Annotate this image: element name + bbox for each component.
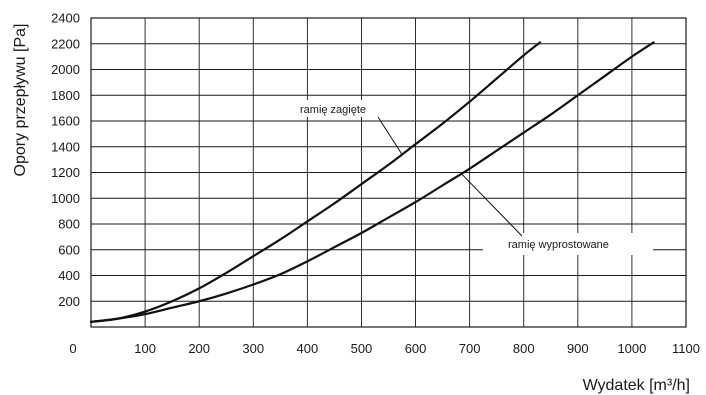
x-tick-label: 200 — [188, 341, 210, 356]
plot-frame — [90, 17, 687, 328]
series-label-ramie-zagiete: ramię zagięte — [300, 104, 366, 116]
series-line-ramie-wyprostowane — [89, 41, 655, 323]
y-tick-label: 600 — [58, 242, 80, 257]
x-tick-label: 900 — [567, 341, 589, 356]
grid — [90, 17, 687, 328]
label-background — [483, 233, 653, 255]
axes: 0 100 200 300 400 500 600 700 800 900 1000 1100 200 4… — [12, 11, 700, 395]
x-tick-label: 1100 — [672, 341, 700, 356]
y-tick-label: 2200 — [51, 36, 80, 51]
x-tick-label: 400 — [297, 341, 319, 356]
leader-line — [377, 116, 403, 155]
x-tick-label: 1000 — [617, 341, 646, 356]
y-tick-label: 400 — [58, 268, 80, 283]
y-tick-label: 1200 — [51, 165, 80, 180]
y-tick-label: 1000 — [51, 191, 80, 206]
annotations: ramię zagięte ramię wyprostowane — [296, 100, 653, 255]
x-axis-label: Wydatek [m³/h] — [583, 377, 690, 394]
series-label-ramie-wyprostowane: ramię wyprostowane — [508, 239, 609, 251]
y-axis-label: Opory przepływu [Pa] — [12, 24, 29, 177]
y-tick-label: 1800 — [51, 88, 80, 103]
x-tick-label: 700 — [459, 341, 481, 356]
x-tick-label: 100 — [134, 341, 156, 356]
x-tick-label: 800 — [513, 341, 535, 356]
y-tick-label: 2000 — [51, 62, 80, 77]
y-tick-label: 800 — [58, 217, 80, 232]
y-tick-label: 1400 — [51, 139, 80, 154]
x-tick-label: 300 — [242, 341, 264, 356]
y-tick-label: 2400 — [51, 11, 80, 26]
leader-line — [461, 173, 523, 237]
x-tick-label: 500 — [351, 341, 373, 356]
x-tick-label: 0 — [69, 341, 76, 356]
series-line-ramie-zagiete — [89, 41, 542, 323]
y-tick-label: 200 — [58, 294, 80, 309]
x-tick-label: 600 — [405, 341, 427, 356]
label-background — [296, 100, 386, 117]
y-tick-label: 1600 — [51, 114, 80, 129]
series-layer — [89, 41, 655, 323]
